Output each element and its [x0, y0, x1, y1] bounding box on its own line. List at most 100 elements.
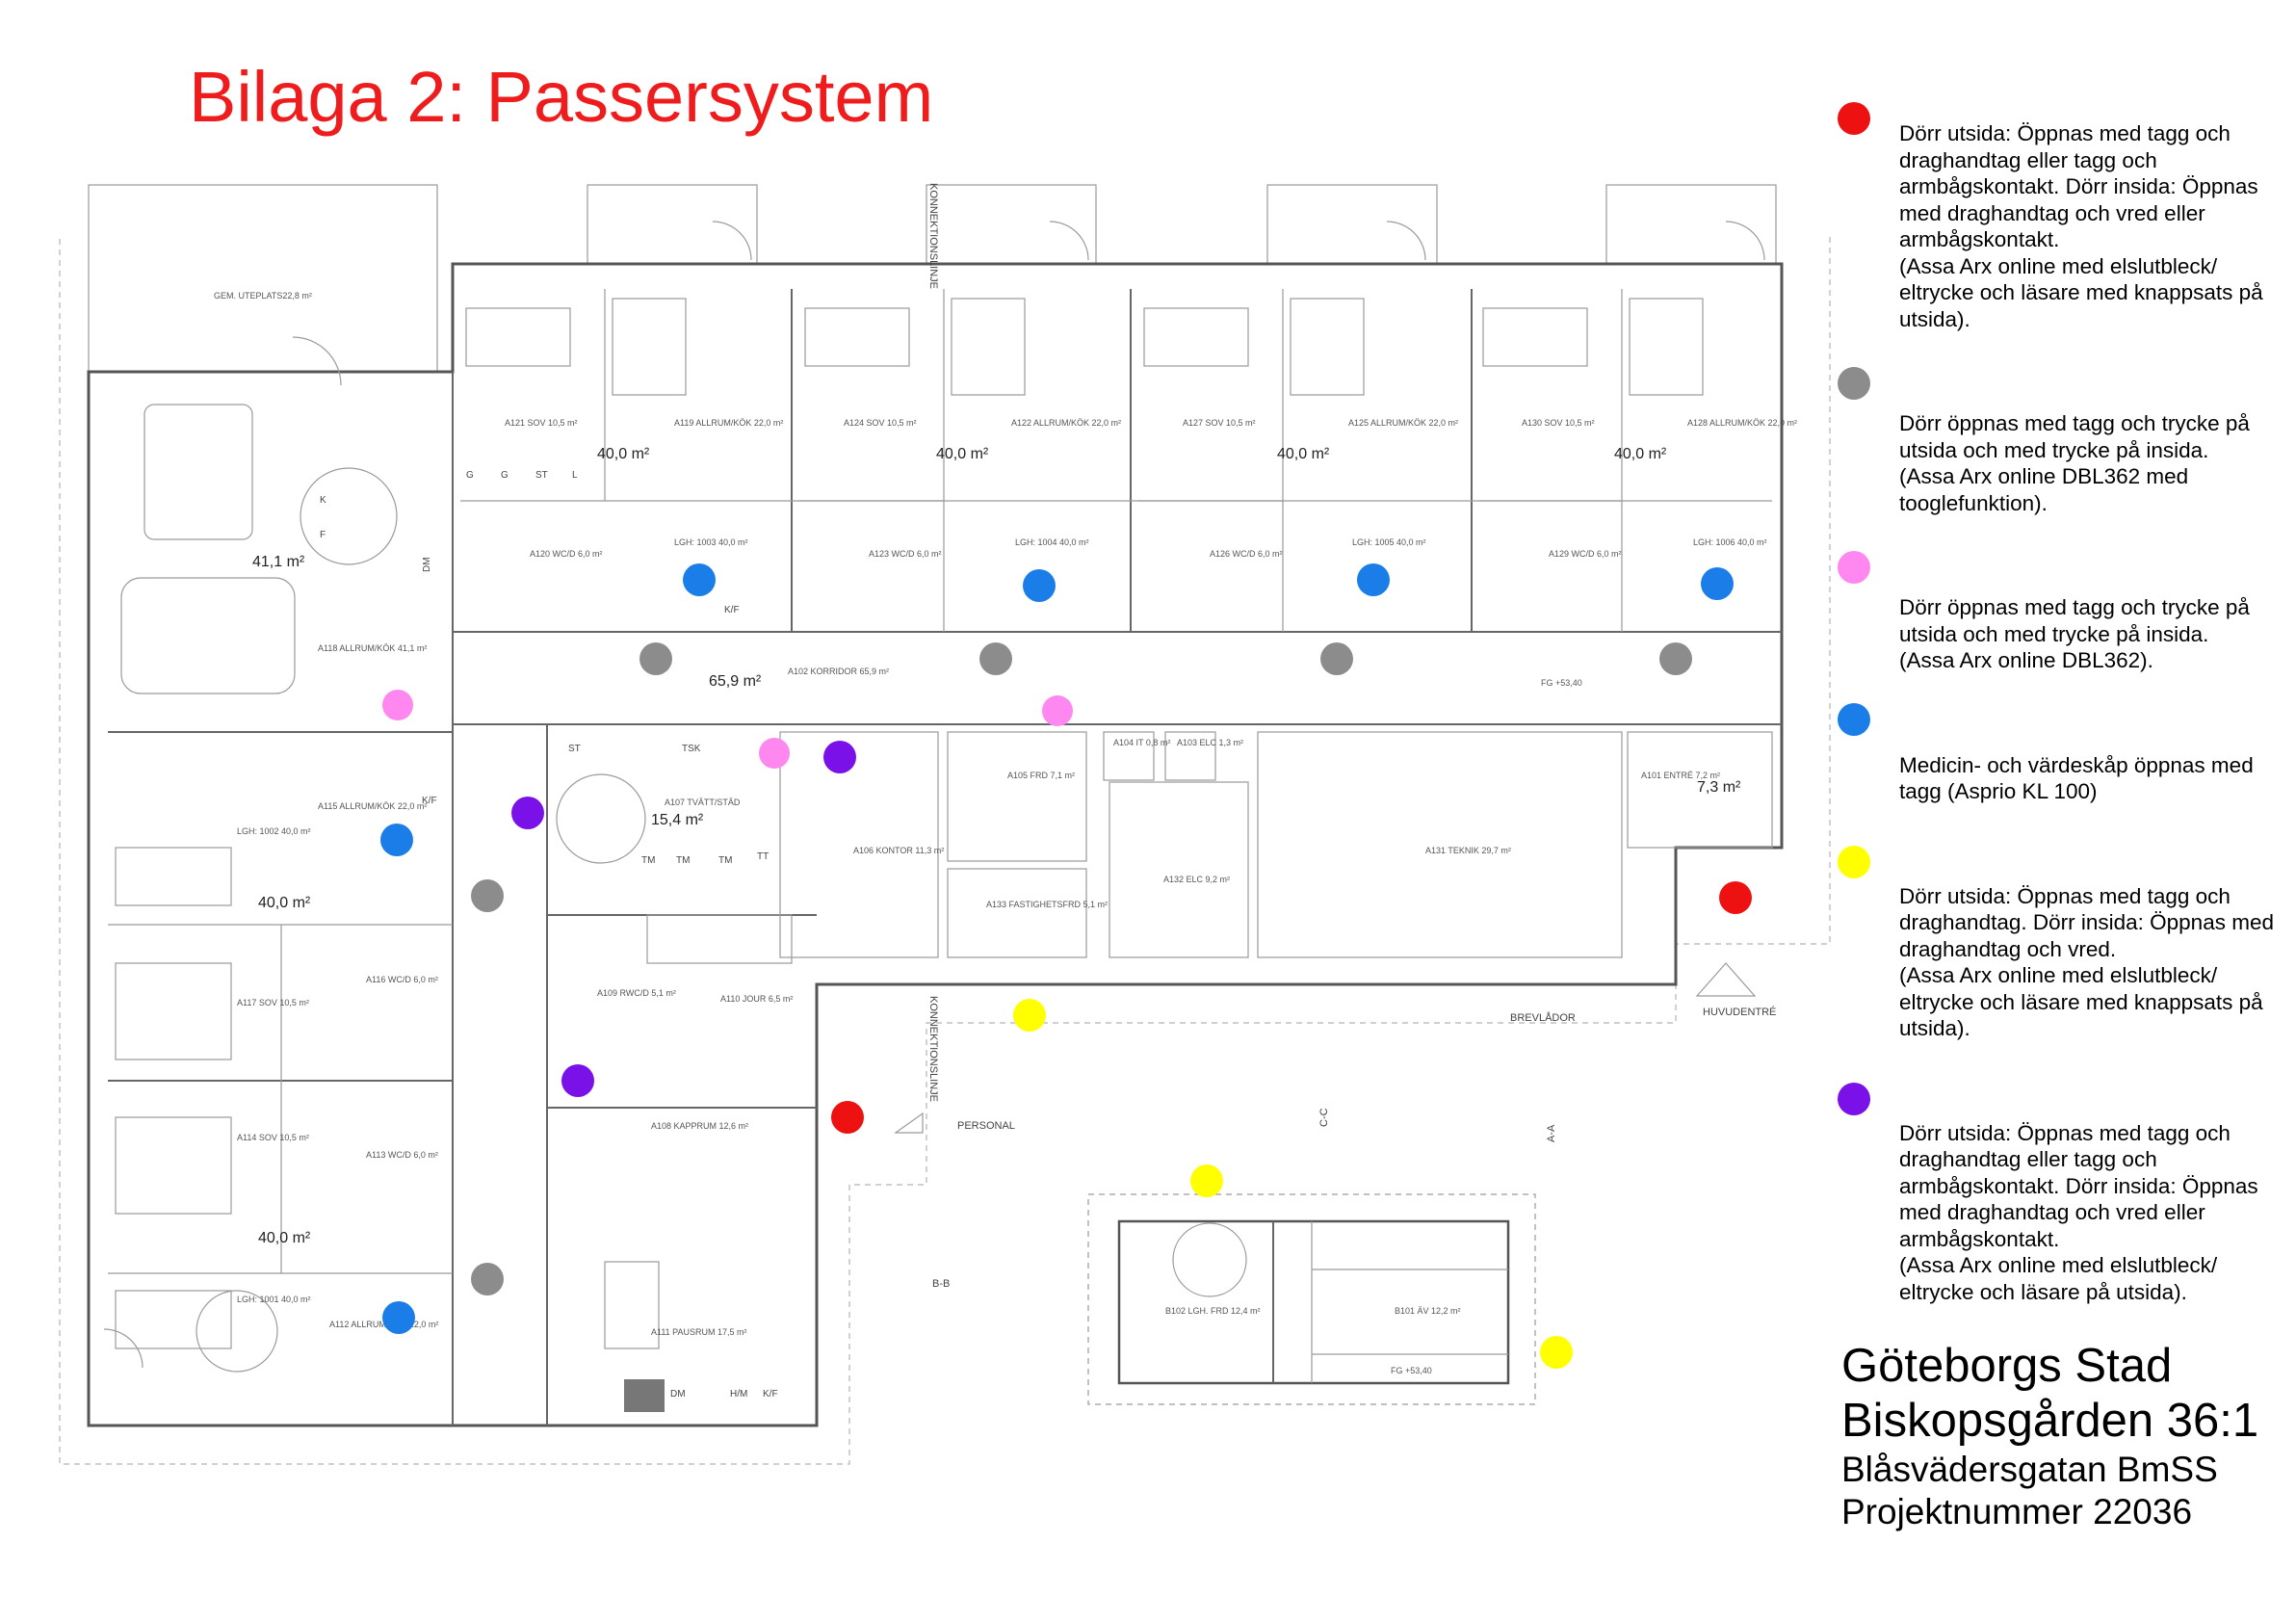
cabinet-marker-blue: [382, 1301, 415, 1334]
room-label: A132 ELC 9,2 m²: [1163, 875, 1230, 884]
blue-dot-icon: [1838, 702, 1870, 736]
door-marker-gray: [979, 642, 1012, 675]
legend-text: Dörr öppnas med tagg och trycke på utsid…: [1899, 411, 2250, 515]
door-marker-red: [831, 1101, 864, 1134]
room-label: B102 LGH. FRD 12,4 m²: [1165, 1306, 1261, 1316]
area-label: 40,0 m²: [1277, 446, 1330, 462]
door-marker-purple: [561, 1064, 594, 1097]
room-label: FG +53,40: [1541, 678, 1582, 688]
fixture-label: TT: [757, 851, 769, 862]
door-marker-pink: [1042, 695, 1073, 726]
room-label: A118 ALLRUM/KÖK 41,1 m²: [318, 643, 427, 653]
fixture-label: TM: [718, 855, 732, 866]
area-label: 40,0 m²: [258, 1230, 311, 1246]
door-marker-gray: [1320, 642, 1353, 675]
room-label: A131 TEKNIK 29,7 m²: [1425, 846, 1511, 855]
room-label: A128 ALLRUM/KÖK 22,0 m²: [1687, 418, 1797, 428]
fixture-label: K/F: [724, 605, 740, 615]
legend-item-blue: Medicin- och värdeskåp öppnas med tagg (…: [1838, 699, 2290, 805]
room-label: A126 WC/D 6,0 m²: [1210, 549, 1283, 559]
fixture-label: TSK: [682, 744, 701, 754]
legend-text: Dörr utsida: Öppnas med tagg och draghan…: [1899, 1120, 2258, 1304]
legend: Dörr utsida: Öppnas med tagg och draghan…: [1838, 67, 2290, 1330]
fixture-label: K: [320, 495, 326, 506]
connection-line-label: KONNEKTIONSLINJE: [927, 996, 939, 1102]
door-marker-pink: [759, 738, 790, 769]
cabinet-marker-blue: [1023, 569, 1056, 602]
room-label: LGH: 1004 40,0 m²: [1015, 537, 1089, 547]
room-label: A133 FASTIGHETSFRD 5,1 m²: [986, 900, 1108, 909]
room-label: A105 FRD 7,1 m²: [1007, 771, 1075, 780]
room-label: LGH: 1002 40,0 m²: [237, 826, 311, 836]
room-label: A127 SOV 10,5 m²: [1183, 418, 1256, 428]
legend-text: Dörr utsida: Öppnas med tagg och draghan…: [1899, 883, 2274, 1041]
fixture-label: G: [501, 470, 509, 481]
door-marker-yellow: [1540, 1336, 1573, 1369]
room-label: A116 WC/D 6,0 m²: [366, 975, 438, 984]
cabinet-marker-blue: [1701, 567, 1734, 600]
room-label: A101 ENTRÉ 7,2 m²: [1641, 771, 1720, 780]
property-name: Biskopsgården 36:1: [1841, 1395, 2259, 1447]
section-marker: C-C: [1318, 1108, 1330, 1127]
door-marker-yellow: [1190, 1164, 1223, 1197]
fixture-label: DM: [422, 557, 432, 572]
red-dot-icon: [1838, 102, 1870, 135]
fixture-label: F: [320, 530, 326, 540]
room-label: LGH: 1003 40,0 m²: [674, 537, 748, 547]
legend-item-red: Dörr utsida: Öppnas med tagg och draghan…: [1838, 67, 2290, 332]
room-labels: 41,1 m² 40,0 m² 40,0 m² 40,0 m² 40,0 m² …: [214, 291, 1797, 1375]
room-label: A102 KORRIDOR 65,9 m²: [788, 667, 889, 676]
area-label: 40,0 m²: [258, 895, 311, 911]
room-label: A123 WC/D 6,0 m²: [869, 549, 942, 559]
gray-dot-icon: [1838, 367, 1870, 400]
fixture-label: G: [466, 470, 474, 481]
door-marker-purple: [511, 797, 544, 829]
area-label: 15,4 m²: [651, 812, 704, 828]
fixture-block: [624, 1379, 665, 1412]
area-label: 41,1 m²: [252, 554, 305, 570]
room-label: A107 TVÄTT/STÄD: [665, 798, 741, 807]
fixture-label: K/F: [422, 796, 437, 806]
fixture-label: TM: [641, 855, 655, 866]
door-marker-gray: [471, 879, 504, 912]
room-label: A120 WC/D 6,0 m²: [530, 549, 603, 559]
section-marker: B-B: [932, 1278, 950, 1290]
room-label: A113 WC/D 6,0 m²: [366, 1150, 438, 1160]
fixture-label: L: [572, 470, 578, 481]
project-info: Göteborgs Stad Biskopsgården 36:1 Blåsvä…: [1841, 1339, 2258, 1533]
pink-dot-icon: [1838, 551, 1870, 584]
room-label: GEM. UTEPLATS22,8 m²: [214, 291, 312, 301]
page-title: Bilaga 2: Passersystem: [189, 57, 934, 137]
door-marker-gray: [639, 642, 672, 675]
connection-line-label: KONNEKTIONSLINJE: [927, 183, 939, 289]
room-label: A110 JOUR 6,5 m²: [720, 994, 793, 1004]
purple-dot-icon: [1838, 1082, 1870, 1115]
room-label: A108 KAPPRUM 12,6 m²: [651, 1121, 748, 1131]
room-label: A129 WC/D 6,0 m²: [1549, 549, 1622, 559]
room-label: LGH: 1001 40,0 m²: [237, 1295, 311, 1304]
access-markers: [380, 563, 1752, 1369]
fixture-label: DM: [670, 1389, 686, 1400]
room-label: FG +53,40: [1391, 1366, 1432, 1375]
door-marker-gray: [1659, 642, 1692, 675]
area-label: 7,3 m²: [1697, 779, 1741, 796]
section-marker: A-A: [1546, 1124, 1557, 1142]
door-marker-yellow: [1013, 999, 1046, 1032]
area-label: 65,9 m²: [709, 673, 762, 690]
fixture-label: ST: [535, 470, 548, 481]
door-marker-red: [1719, 881, 1752, 914]
main-entrance-label: HUVUDENTRÉ: [1703, 1006, 1776, 1018]
address: Blåsvädersgatan BmSS: [1841, 1450, 2218, 1489]
door-marker-gray: [471, 1263, 504, 1295]
cabinet-marker-blue: [1357, 563, 1390, 596]
legend-item-pink: Dörr öppnas med tagg och trycke på utsid…: [1838, 541, 2290, 674]
room-label: A130 SOV 10,5 m²: [1522, 418, 1595, 428]
project-number: Projektnummer 22036: [1841, 1492, 2193, 1531]
area-label: 40,0 m²: [597, 446, 650, 462]
room-label: A103 ELC 1,3 m²: [1177, 738, 1243, 747]
cabinet-marker-blue: [380, 824, 413, 856]
room-label: LGH: 1006 40,0 m²: [1693, 537, 1767, 547]
room-label: A119 ALLRUM/KÖK 22,0 m²: [674, 418, 783, 428]
mailbox-label: BREVLÅDOR: [1510, 1011, 1576, 1024]
